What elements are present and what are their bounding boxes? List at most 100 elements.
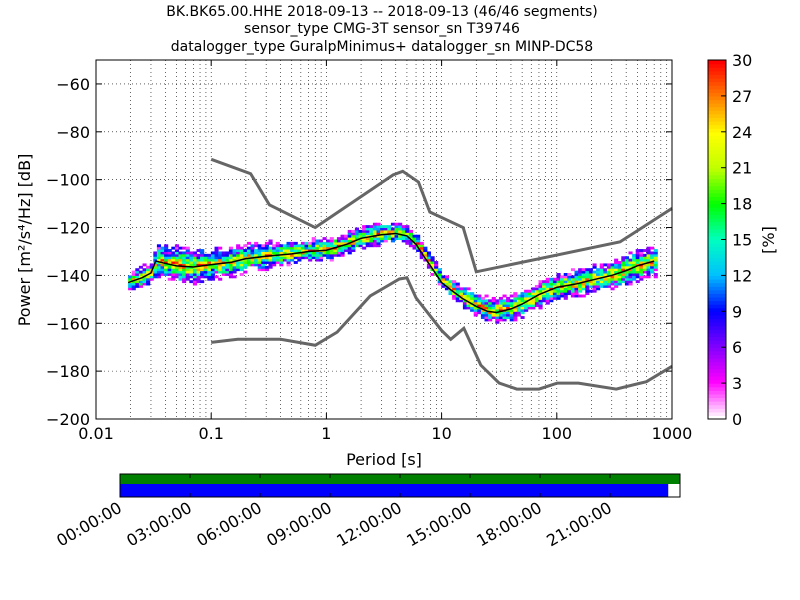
density-cell <box>596 280 601 284</box>
density-cell <box>376 237 381 240</box>
density-cell <box>405 225 410 229</box>
density-cell <box>452 284 457 288</box>
density-cell <box>599 284 604 288</box>
density-cell <box>322 237 327 240</box>
density-cell <box>200 256 205 260</box>
density-cell <box>268 239 273 243</box>
density-cell <box>185 261 190 264</box>
density-cell <box>484 304 489 308</box>
density-cell <box>243 265 248 269</box>
density-cell <box>495 301 500 305</box>
density-cell <box>495 320 500 324</box>
density-cell <box>408 239 414 243</box>
density-cell <box>524 294 529 298</box>
density-cell <box>434 263 439 267</box>
density-cell <box>246 251 252 255</box>
density-cell <box>232 263 237 267</box>
density-cell <box>639 273 644 276</box>
density-cell <box>394 234 399 238</box>
density-cell <box>218 261 223 264</box>
density-cell <box>614 265 619 269</box>
density-cell <box>178 270 183 274</box>
density-cell <box>315 256 320 260</box>
density-cell <box>257 246 262 250</box>
density-cell <box>383 239 388 243</box>
density-cell <box>210 275 216 279</box>
density-cell <box>506 296 511 300</box>
density-cell <box>488 311 493 315</box>
y-tick-label: −80 <box>56 123 90 142</box>
density-cell <box>628 258 633 262</box>
density-cell <box>578 270 583 274</box>
density-cell <box>455 287 460 291</box>
colorbar-segment <box>708 171 726 176</box>
density-cell <box>534 296 540 300</box>
density-cell <box>200 268 205 272</box>
density-cell <box>214 261 219 264</box>
density-cell <box>174 270 180 274</box>
density-cell <box>354 244 360 248</box>
density-cell <box>261 246 266 250</box>
density-cell <box>376 234 381 238</box>
density-cell <box>646 251 651 255</box>
density-cell <box>506 299 511 303</box>
density-cell <box>423 249 428 252</box>
density-cell <box>182 253 187 257</box>
density-cell <box>480 306 486 310</box>
density-cell <box>340 251 345 255</box>
density-cell <box>218 270 223 274</box>
density-cell <box>372 227 378 231</box>
density-cell <box>171 258 176 262</box>
density-cell <box>322 251 327 255</box>
density-cell <box>617 280 622 284</box>
density-cell <box>549 294 554 298</box>
density-cell <box>218 246 223 250</box>
density-cell <box>455 284 460 288</box>
y-axis: −200 −180 −160 −140 −120 −100 −80 −60 <box>46 75 672 429</box>
density-cell <box>218 258 223 262</box>
density-cell <box>513 308 518 312</box>
density-cell <box>351 241 356 245</box>
density-cell <box>639 253 644 257</box>
density-cell <box>192 273 198 276</box>
density-cell <box>376 225 381 229</box>
density-cell <box>214 258 219 262</box>
density-cell <box>578 275 583 279</box>
density-cell <box>300 256 306 260</box>
density-cell <box>239 253 244 257</box>
density-cell <box>185 258 190 262</box>
density-cell <box>164 265 169 269</box>
density-cell <box>243 249 248 252</box>
density-cell <box>326 246 331 250</box>
density-cell <box>196 249 201 252</box>
density-cell <box>174 251 180 255</box>
density-cell <box>556 289 561 293</box>
colorbar-segment <box>708 300 726 305</box>
colorbar-segment <box>708 85 726 90</box>
density-cell <box>261 268 266 272</box>
density-cell <box>581 277 586 281</box>
density-cell <box>556 292 561 296</box>
density-cell <box>621 263 626 267</box>
colorbar-tick-label: 0 <box>732 410 742 429</box>
density-cell <box>509 299 514 303</box>
density-cell <box>178 263 183 267</box>
density-cell <box>635 256 640 260</box>
density-cell <box>570 277 576 281</box>
density-cell <box>401 227 406 231</box>
density-cell <box>340 241 345 245</box>
density-cell <box>462 287 468 291</box>
density-cell <box>480 301 486 305</box>
colorbar-segment <box>708 325 726 330</box>
density-cell <box>164 249 169 252</box>
density-cell <box>567 275 572 279</box>
density-cell <box>138 270 144 274</box>
density-cell <box>304 256 309 260</box>
density-cell <box>430 256 435 260</box>
density-cell <box>286 249 291 252</box>
density-cell <box>239 273 244 276</box>
density-cell <box>131 280 136 284</box>
density-cell <box>293 246 298 250</box>
density-cell <box>261 251 266 255</box>
colorbar-segment <box>708 121 726 126</box>
